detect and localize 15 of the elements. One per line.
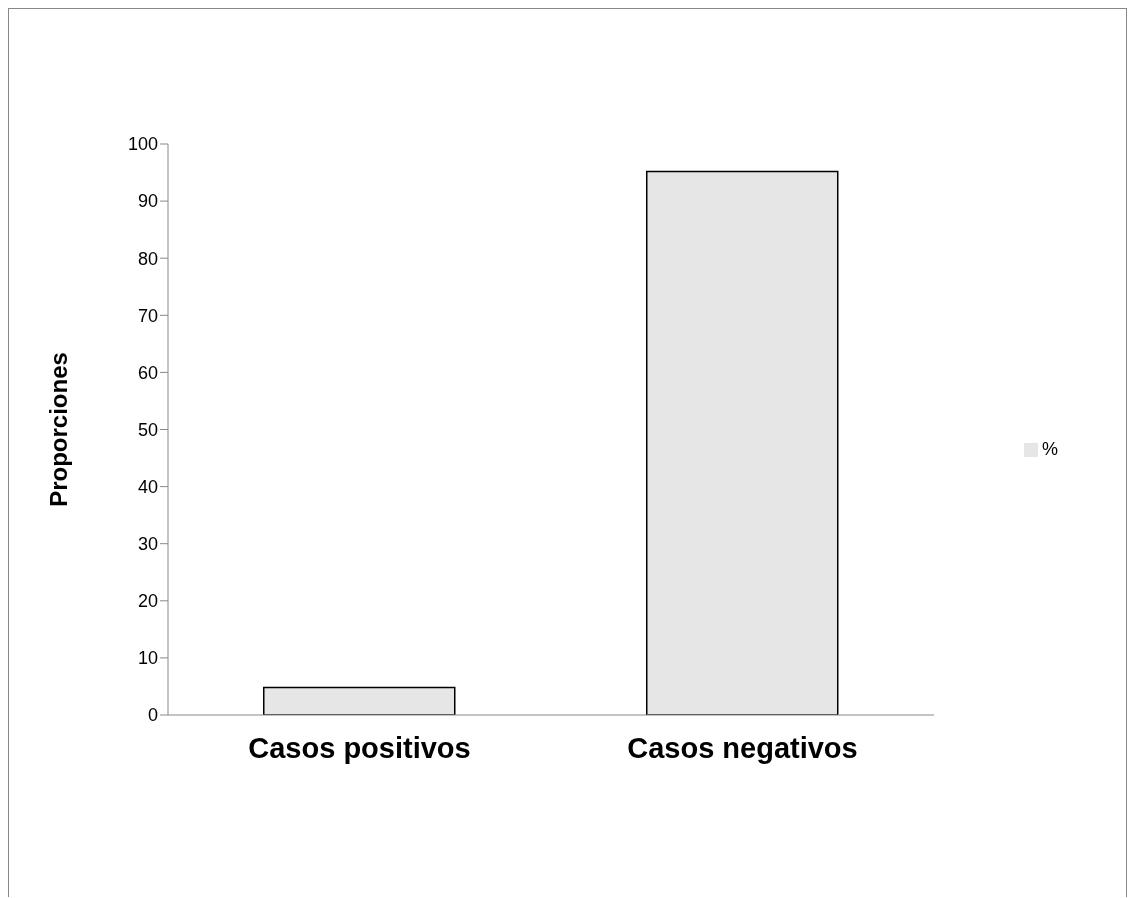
y-axis-title: Proporciones [44,352,72,507]
legend-label: % [1041,438,1058,459]
y-tick-label: 80 [137,248,158,269]
y-tick-label: 100 [127,134,158,155]
y-tick-label: 90 [137,191,158,212]
y-tick-label: 20 [137,591,158,612]
y-tick-label: 30 [137,534,158,555]
x-tick-label: Casos negativos [627,731,858,764]
y-tick-label: 10 [137,648,158,669]
y-tick-label: 70 [137,305,158,326]
y-tick-label: 0 [147,705,158,726]
y-tick-label: 50 [137,419,158,440]
y-tick-label: 60 [137,362,158,383]
x-tick-label: Casos positivos [248,731,471,764]
y-tick-label: 40 [137,476,158,497]
